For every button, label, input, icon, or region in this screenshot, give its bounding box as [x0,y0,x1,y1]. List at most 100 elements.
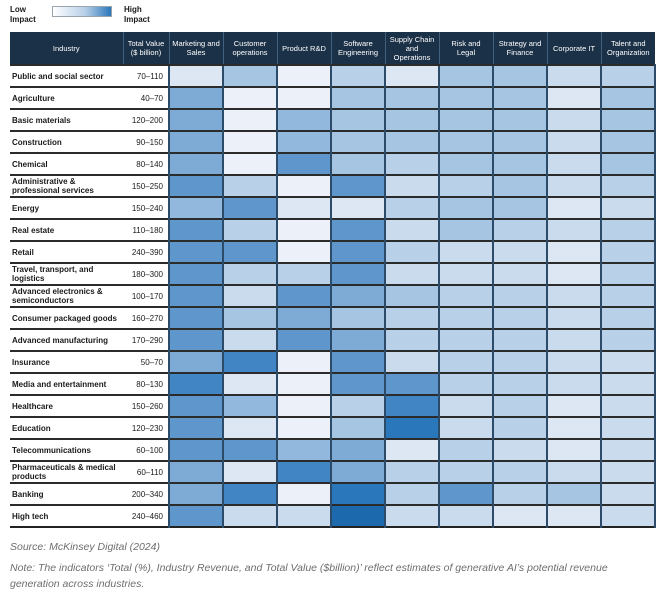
heatmap-cell [546,240,601,263]
table-row: Insurance 50–70 [10,350,656,373]
heatmap-cell [168,218,223,241]
heatmap-cell [222,152,277,175]
heatmap-cell [546,218,601,241]
heatmap-cell [546,504,601,527]
table-row: Basic materials 120–200 [10,108,656,131]
heatmap-cell [276,350,331,373]
heatmap-cell [438,262,493,285]
industry-cell: Media and entertainment [10,372,123,395]
heatmap-cell [492,86,547,109]
column-header: Total Value ($ billion) [122,32,169,65]
table-row: Chemical 80–140 [10,152,656,175]
heatmap-cell [330,504,385,527]
legend-high-label: High Impact [124,5,150,24]
heatmap-cell [330,350,385,373]
heatmap-cell [438,438,493,461]
industry-cell: Energy [10,196,123,219]
heatmap-cell [600,482,656,505]
heatmap-cell [222,130,277,153]
industry-cell: Insurance [10,350,123,373]
heatmap-cell [168,262,223,285]
heatmap-cell [384,108,439,131]
table-row: Retail 240–390 [10,240,656,263]
heatmap-cell [438,174,493,197]
total-value-cell: 150–250 [123,174,169,197]
heatmap-cell [168,174,223,197]
heatmap-cell [168,460,223,483]
heatmap-cell [546,108,601,131]
heatmap-cell [546,394,601,417]
heatmap-cell [546,350,601,373]
heatmap-cell [330,86,385,109]
heatmap-cell [438,306,493,329]
heatmap-cell [600,394,656,417]
heatmap-cell [168,504,223,527]
table-row: Consumer packaged goods 160–270 [10,306,656,329]
heatmap-cell [438,284,493,307]
table-row: Healthcare 150–260 [10,394,656,417]
total-value-cell: 80–140 [123,152,169,175]
total-value-cell: 180–300 [123,262,169,285]
heatmap-cell [168,64,223,87]
total-value-cell: 80–130 [123,372,169,395]
heatmap-cell [438,196,493,219]
heatmap-cell [600,64,656,87]
heatmap-cell [600,218,656,241]
heatmap-cell [168,86,223,109]
heatmap-cell [546,416,601,439]
heatmap-cell [384,504,439,527]
industry-cell: Retail [10,240,123,263]
industry-cell: Healthcare [10,394,123,417]
heatmap-cell [222,482,277,505]
heatmap-cell [276,460,331,483]
heatmap-cell [384,240,439,263]
heatmap-cell [222,284,277,307]
heatmap-cell [222,504,277,527]
heatmap-cell [330,64,385,87]
heatmap-cell [384,86,439,109]
heatmap-cell [600,108,656,131]
heatmap-cell [330,130,385,153]
heatmap-cell [168,108,223,131]
industry-cell: Administrative & professional services [10,174,123,197]
heatmap-cell [600,152,656,175]
column-header: Industry [10,32,123,65]
heatmap-cell [600,262,656,285]
heatmap-cell [384,372,439,395]
heatmap-cell [600,460,656,483]
heatmap-cell [222,438,277,461]
heatmap-cell [276,372,331,395]
heatmap-cell [546,284,601,307]
header-row: Industry Total Value ($ billion) Marketing… [10,32,655,65]
heatmap-cell [384,196,439,219]
total-value-cell: 200–340 [123,482,169,505]
heatmap-cell [330,306,385,329]
heatmap-cell [492,460,547,483]
heatmap-cell [546,482,601,505]
heatmap-cell [222,372,277,395]
heatmap-cell [546,306,601,329]
heatmap-cell [546,130,601,153]
heatmap-cell [330,460,385,483]
industry-cell: Consumer packaged goods [10,306,123,329]
column-header: Supply Chain and Operations [384,32,439,65]
table-row: Media and entertainment 80–130 [10,372,656,395]
legend-low-line2: Impact [10,14,36,24]
column-header: Software Engineering [330,32,385,65]
total-value-cell: 240–390 [123,240,169,263]
industry-cell: Basic materials [10,108,123,131]
heatmap-cell [276,306,331,329]
heatmap-cell [492,394,547,417]
heatmap-cell [222,108,277,131]
industry-cell: Pharmaceuticals & medical products [10,460,123,483]
heatmap-cell [276,504,331,527]
legend-high-line1: High [124,5,142,14]
industry-cell: Advanced electronics & semiconductors [10,284,123,307]
heatmap-cell [492,416,547,439]
heatmap-cell [168,328,223,351]
industry-cell: Telecommunications [10,438,123,461]
total-value-cell: 150–240 [123,196,169,219]
heatmap-cell [492,108,547,131]
total-value-cell: 160–270 [123,306,169,329]
heatmap-cell [276,482,331,505]
